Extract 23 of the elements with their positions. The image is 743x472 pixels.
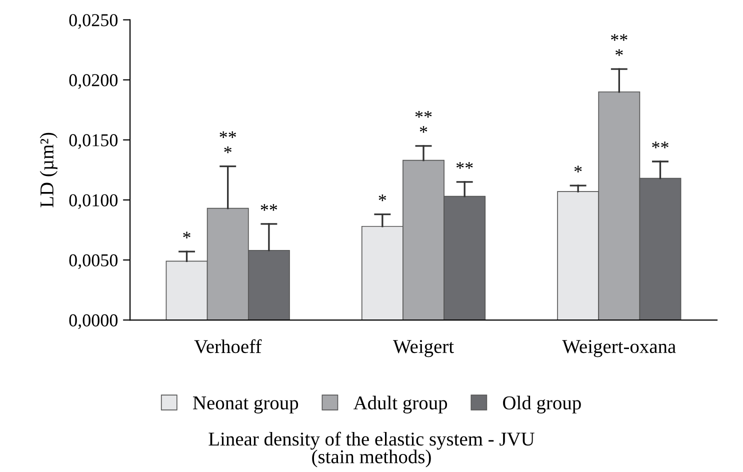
- data-label: ** *: [611, 34, 628, 56]
- data-label: *: [183, 232, 190, 238]
- y-tick-label: 0,0150: [69, 134, 118, 149]
- y-tick-label: 0,0000: [69, 314, 118, 330]
- legend-label: Old group: [503, 396, 581, 414]
- y-tick-label: 0,0250: [69, 14, 118, 29]
- text: Linear density of the elastic system - JVU (stain methods): [208, 432, 534, 468]
- data-label: *: [574, 166, 582, 172]
- data-label: **: [456, 162, 473, 169]
- x-tick-label: Verhoeff: [194, 339, 262, 354]
- data-label: **: [652, 142, 668, 148]
- data-label: *: [378, 194, 386, 202]
- data-label: **: [260, 204, 278, 211]
- y-tick-label: 0,0100: [69, 194, 118, 209]
- legend-label: Neonat group: [193, 396, 298, 414]
- y-tick-label: 0,0050: [69, 254, 118, 270]
- y-tick-label: 0,0200: [69, 74, 118, 89]
- y-axis-title: LD (µm²): [40, 132, 58, 208]
- x-tick-label: Weigert-oxana: [562, 340, 676, 358]
- legend-label: Adult group: [353, 396, 448, 414]
- data-label: ** *: [220, 131, 236, 154]
- x-tick-label: Weigert: [392, 340, 454, 358]
- data-label: ** *: [415, 110, 432, 133]
